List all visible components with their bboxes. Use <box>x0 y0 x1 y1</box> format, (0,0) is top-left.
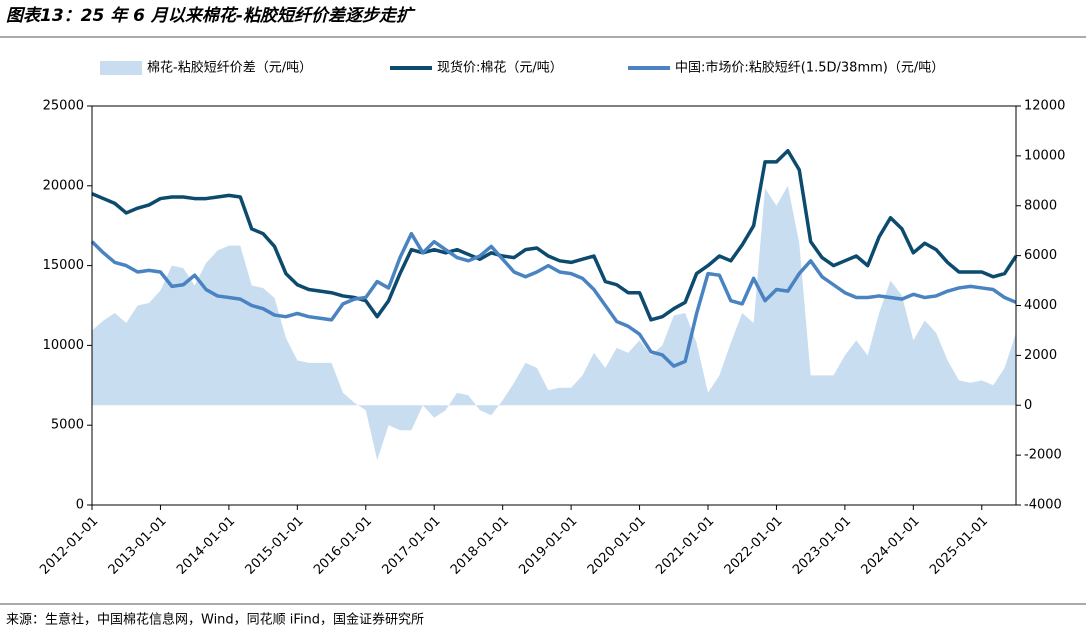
x-tick-label: 2020-01-01 <box>585 514 649 578</box>
legend-label: 现货价:棉花（元/吨） <box>437 60 563 76</box>
y2-tick-label: -4000 <box>1024 498 1062 513</box>
x-tick-label: 2018-01-01 <box>448 514 512 578</box>
y2-tick-label: 2000 <box>1024 348 1057 363</box>
y-tick-label: 20000 <box>43 178 84 193</box>
legend: 棉花-粘胶短纤价差（元/吨） 现货价:棉花（元/吨） 中国:市场价:粘胶短纤(1.5… <box>100 60 944 76</box>
y2-tick-label: -2000 <box>1024 448 1062 463</box>
x-tick-label: 2023-01-01 <box>790 514 854 578</box>
y2-tick-label: 6000 <box>1024 248 1057 263</box>
price-line <box>90 231 1017 368</box>
y2-tick-label: 8000 <box>1024 198 1057 213</box>
source: 来源：生意社，中国棉花信息网，Wind，同花顺 iFind，国金证券研究所 <box>6 612 424 628</box>
y2-tick-label: 0 <box>1024 398 1032 413</box>
x-tick-label: 2012-01-01 <box>37 514 101 578</box>
y2-tick-label: 10000 <box>1024 148 1065 163</box>
legend-label: 中国:市场价:粘胶短纤(1.5D/38mm)（元/吨） <box>675 60 944 76</box>
y2-tick-label: 4000 <box>1024 298 1057 313</box>
x-tick-label: 2016-01-01 <box>311 514 375 578</box>
legend-label: 棉花-粘胶短纤价差（元/吨） <box>147 60 312 76</box>
y-tick-label: 5000 <box>51 418 84 433</box>
chart-title: 图表13：25 年 6 月以来棉花-粘胶短纤价差逐步走扩 <box>6 6 416 26</box>
y-tick-label: 10000 <box>43 338 84 353</box>
price-line <box>91 148 1018 322</box>
y2-tick-label: 12000 <box>1024 99 1065 114</box>
x-tick-label: 2021-01-01 <box>653 514 717 578</box>
x-tick-label: 2024-01-01 <box>859 514 923 578</box>
x-tick-label: 2014-01-01 <box>174 514 238 578</box>
x-tick-label: 2015-01-01 <box>243 514 307 578</box>
legend-swatch <box>100 61 142 75</box>
y-tick-label: 0 <box>76 498 84 513</box>
y-tick-label: 25000 <box>43 99 84 114</box>
spread-area <box>92 185 1016 461</box>
x-tick-label: 2017-01-01 <box>379 514 443 578</box>
x-tick-label: 2022-01-01 <box>722 514 786 578</box>
x-tick-label: 2025-01-01 <box>927 514 991 578</box>
y-tick-label: 15000 <box>43 258 84 273</box>
x-tick-label: 2013-01-01 <box>106 514 170 578</box>
x-tick-label: 2019-01-01 <box>516 514 580 578</box>
